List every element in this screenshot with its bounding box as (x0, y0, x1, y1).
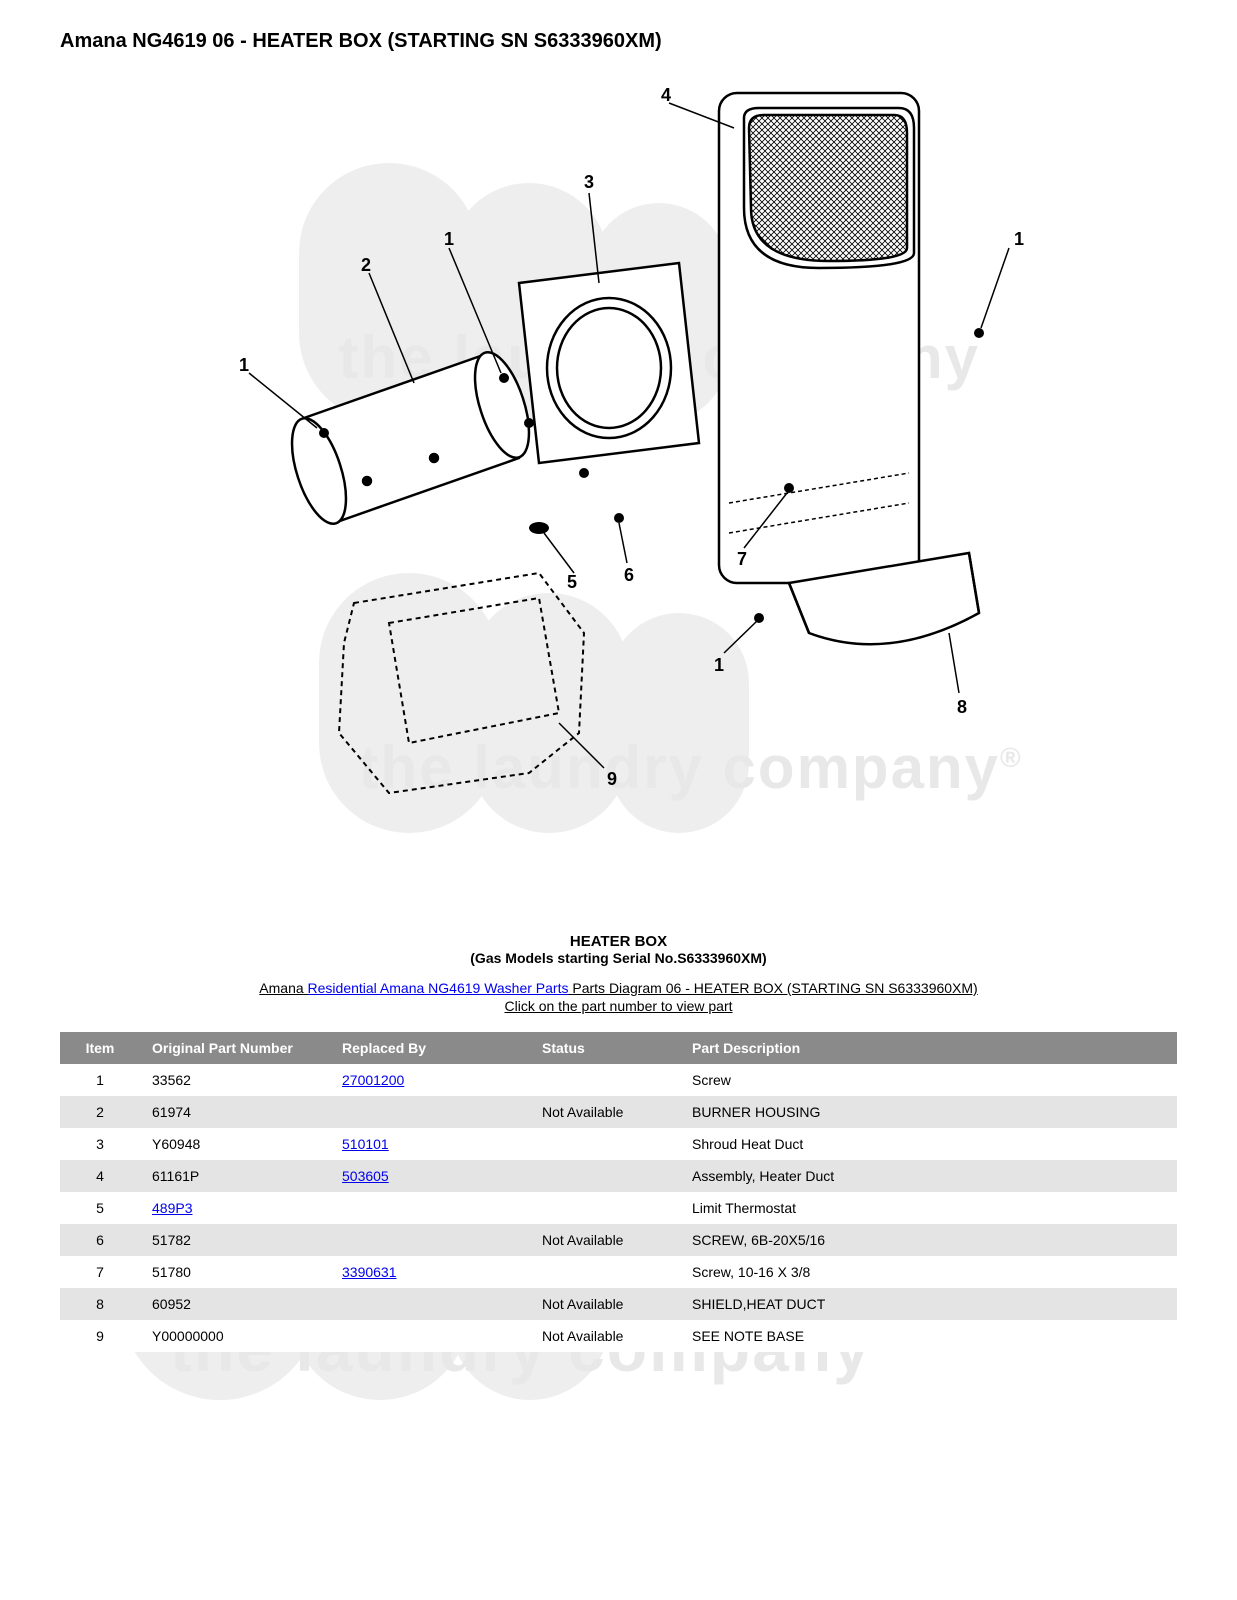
cell-replaced-by: 510101 (330, 1128, 530, 1160)
cell-description: Screw (680, 1064, 1177, 1096)
svg-text:7: 7 (737, 549, 747, 569)
part-number-link[interactable]: 27001200 (342, 1072, 404, 1088)
breadcrumb-suffix: Parts Diagram 06 - HEATER BOX (STARTING … (572, 980, 977, 996)
parts-diagram: the laundry company the laundry company® (189, 73, 1049, 913)
hint-text: Click on the part number to view part (60, 998, 1177, 1014)
cell-description: SEE NOTE BASE (680, 1320, 1177, 1352)
col-header-orig: Original Part Number (140, 1032, 330, 1064)
part-number-link[interactable]: 3390631 (342, 1264, 397, 1280)
diagram-subtitle: (Gas Models starting Serial No.S6333960X… (60, 950, 1177, 966)
cell-orig-part: 51780 (140, 1256, 330, 1288)
cell-description: Shroud Heat Duct (680, 1128, 1177, 1160)
svg-text:5: 5 (567, 572, 577, 592)
table-row: 9Y00000000 Not AvailableSEE NOTE BASE (60, 1320, 1177, 1352)
svg-text:1: 1 (239, 355, 249, 375)
table-row: 261974 Not AvailableBURNER HOUSING (60, 1096, 1177, 1128)
table-row: 133562 27001200 Screw (60, 1064, 1177, 1096)
cell-replaced-by: 503605 (330, 1160, 530, 1192)
cell-item: 7 (60, 1256, 140, 1288)
parts-table: Item Original Part Number Replaced By St… (60, 1032, 1177, 1352)
cell-replaced-by (330, 1224, 530, 1256)
svg-text:2: 2 (361, 255, 371, 275)
cell-item: 5 (60, 1192, 140, 1224)
cell-item: 3 (60, 1128, 140, 1160)
cell-orig-part: Y60948 (140, 1128, 330, 1160)
table-row: 3Y60948 510101 Shroud Heat Duct (60, 1128, 1177, 1160)
breadcrumb: Amana Residential Amana NG4619 Washer Pa… (60, 980, 1177, 996)
cell-status (530, 1128, 680, 1160)
cell-status (530, 1064, 680, 1096)
cell-status: Not Available (530, 1320, 680, 1352)
cell-replaced-by (330, 1096, 530, 1128)
cell-status (530, 1160, 680, 1192)
table-row: 5 489P3 Limit Thermostat (60, 1192, 1177, 1224)
col-header-item: Item (60, 1032, 140, 1064)
cell-status: Not Available (530, 1096, 680, 1128)
exploded-diagram-svg: 1 2 1 3 4 1 5 6 7 1 8 9 (189, 73, 1049, 913)
cell-orig-part: 33562 (140, 1064, 330, 1096)
col-header-desc: Part Description (680, 1032, 1177, 1064)
cell-status: Not Available (530, 1224, 680, 1256)
cell-replaced-by: 3390631 (330, 1256, 530, 1288)
cell-orig-part: 489P3 (140, 1192, 330, 1224)
part-number-link[interactable]: 510101 (342, 1136, 389, 1152)
svg-text:4: 4 (661, 85, 671, 105)
svg-text:1: 1 (444, 229, 454, 249)
breadcrumb-link[interactable]: Residential Amana NG4619 Washer Parts (308, 980, 569, 996)
cell-item: 2 (60, 1096, 140, 1128)
col-header-status: Status (530, 1032, 680, 1064)
cell-status: Not Available (530, 1288, 680, 1320)
svg-text:6: 6 (624, 565, 634, 585)
svg-text:1: 1 (714, 655, 724, 675)
cell-item: 4 (60, 1160, 140, 1192)
svg-text:8: 8 (957, 697, 967, 717)
cell-orig-part: 60952 (140, 1288, 330, 1320)
svg-text:1: 1 (1014, 229, 1024, 249)
cell-replaced-by (330, 1320, 530, 1352)
cell-item: 1 (60, 1064, 140, 1096)
cell-status (530, 1192, 680, 1224)
cell-description: Screw, 10-16 X 3/8 (680, 1256, 1177, 1288)
cell-replaced-by (330, 1288, 530, 1320)
cell-status (530, 1256, 680, 1288)
cell-description: Limit Thermostat (680, 1192, 1177, 1224)
cell-description: BURNER HOUSING (680, 1096, 1177, 1128)
cell-description: SCREW, 6B-20X5/16 (680, 1224, 1177, 1256)
table-row: 751780 3390631 Screw, 10-16 X 3/8 (60, 1256, 1177, 1288)
cell-item: 8 (60, 1288, 140, 1320)
breadcrumb-prefix: Amana (259, 980, 303, 996)
table-row: 860952 Not AvailableSHIELD,HEAT DUCT (60, 1288, 1177, 1320)
diagram-title: HEATER BOX (60, 933, 1177, 950)
page-title: Amana NG4619 06 - HEATER BOX (STARTING S… (60, 30, 1177, 53)
cell-orig-part: 61974 (140, 1096, 330, 1128)
svg-text:9: 9 (607, 769, 617, 789)
cell-description: SHIELD,HEAT DUCT (680, 1288, 1177, 1320)
cell-orig-part: Y00000000 (140, 1320, 330, 1352)
table-header-row: Item Original Part Number Replaced By St… (60, 1032, 1177, 1064)
table-row: 651782 Not AvailableSCREW, 6B-20X5/16 (60, 1224, 1177, 1256)
cell-orig-part: 61161P (140, 1160, 330, 1192)
cell-replaced-by (330, 1192, 530, 1224)
part-number-link[interactable]: 503605 (342, 1168, 389, 1184)
svg-text:3: 3 (584, 172, 594, 192)
cell-item: 9 (60, 1320, 140, 1352)
col-header-repl: Replaced By (330, 1032, 530, 1064)
table-row: 461161P 503605 Assembly, Heater Duct (60, 1160, 1177, 1192)
cell-item: 6 (60, 1224, 140, 1256)
cell-description: Assembly, Heater Duct (680, 1160, 1177, 1192)
part-number-link[interactable]: 489P3 (152, 1200, 192, 1216)
cell-orig-part: 51782 (140, 1224, 330, 1256)
cell-replaced-by: 27001200 (330, 1064, 530, 1096)
